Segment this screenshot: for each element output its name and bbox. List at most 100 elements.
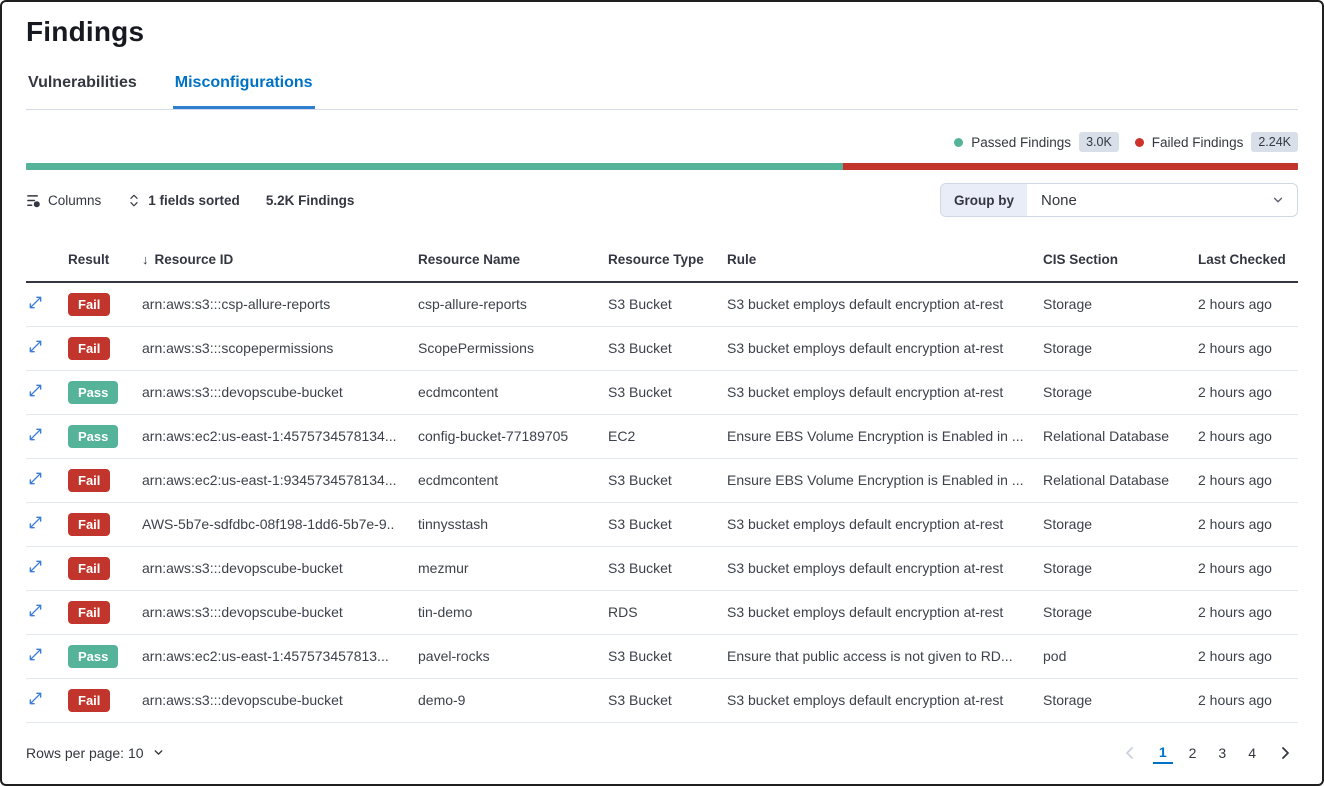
table-row: Fail arn:aws:s3:::scopepermissions Scope… xyxy=(26,326,1298,371)
resource-type-cell: S3 Bucket xyxy=(600,282,719,327)
rows-per-page-button[interactable]: Rows per page: 10 xyxy=(26,745,165,761)
expand-icon xyxy=(28,339,43,354)
table-row: Fail arn:aws:s3:::devopscube-bucket demo… xyxy=(26,678,1298,723)
previous-page-button[interactable] xyxy=(1117,740,1143,766)
expand-column-header xyxy=(26,242,60,283)
last-checked-cell: 2 hours ago xyxy=(1190,458,1298,503)
findings-count-label: 5.2K Findings xyxy=(265,192,355,208)
passed-findings-legend: Passed Findings 3.0K xyxy=(954,132,1119,152)
page-number-3[interactable]: 3 xyxy=(1218,744,1227,761)
cis-section-cell: Storage xyxy=(1035,282,1190,327)
sort-fields-icon xyxy=(127,193,141,208)
expand-row-button[interactable] xyxy=(26,458,60,503)
expand-row-button[interactable] xyxy=(26,634,60,679)
findings-page: Findings Vulnerabilities Misconfiguratio… xyxy=(2,2,1322,773)
table-row: Fail arn:aws:s3:::devopscube-bucket mezm… xyxy=(26,546,1298,591)
last-checked-cell: 2 hours ago xyxy=(1190,634,1298,679)
cis-section-cell: Relational Database xyxy=(1035,458,1190,503)
column-header-resource-name[interactable]: Resource Name xyxy=(410,242,600,283)
resource-name-cell: tin-demo xyxy=(410,590,600,635)
resource-name-cell: pavel-rocks xyxy=(410,634,600,679)
last-checked-cell: 2 hours ago xyxy=(1190,370,1298,415)
tab-vulnerabilities[interactable]: Vulnerabilities xyxy=(28,74,137,91)
table-row: Fail AWS-5b7e-sdfdbc-08f198-1dd6-5b7e-9.… xyxy=(26,502,1298,547)
result-badge: Pass xyxy=(68,380,119,404)
pagination: 1 2 3 4 xyxy=(1117,740,1298,766)
resource-type-cell: RDS xyxy=(600,590,719,635)
page-number-2[interactable]: 2 xyxy=(1188,744,1197,761)
resource-type-cell: S3 Bucket xyxy=(600,370,719,415)
passed-bar-segment xyxy=(26,163,843,170)
table-row: Fail arn:aws:ec2:us-east-1:9345734578134… xyxy=(26,458,1298,503)
tab-misconfigurations[interactable]: Misconfigurations xyxy=(172,70,315,109)
resource-type-cell: S3 Bucket xyxy=(600,502,719,547)
expand-row-button[interactable] xyxy=(26,590,60,635)
table-header-row: Result ↓ Resource ID Resource Name Resour… xyxy=(26,242,1298,283)
page-number-4[interactable]: 4 xyxy=(1248,744,1256,761)
columns-button[interactable]: Columns xyxy=(26,193,101,208)
table-row: Pass arn:aws:s3:::devopscube-bucket ecdm… xyxy=(26,370,1298,415)
sort-desc-icon: ↓ xyxy=(142,252,149,267)
expand-icon xyxy=(28,647,43,662)
table-toolbar: Columns 1 fields sorted 5.2K Findings Gr… xyxy=(26,182,1298,218)
failed-findings-count-badge: 2.24K xyxy=(1251,132,1298,152)
resource-type-cell: EC2 xyxy=(600,414,719,459)
column-header-resource-id[interactable]: ↓ Resource ID xyxy=(134,242,410,283)
expand-row-button[interactable] xyxy=(26,282,60,327)
resource-id-cell: arn:aws:s3:::devopscube-bucket xyxy=(134,370,410,415)
rule-cell: S3 bucket employs default encryption at-… xyxy=(719,326,1035,371)
last-checked-cell: 2 hours ago xyxy=(1190,678,1298,723)
column-header-rule[interactable]: Rule xyxy=(719,242,1035,283)
result-badge: Fail xyxy=(68,512,111,536)
page-number-1[interactable]: 1 xyxy=(1152,742,1173,764)
expand-row-button[interactable] xyxy=(26,414,60,459)
expand-icon xyxy=(28,471,43,486)
next-page-button[interactable] xyxy=(1272,740,1298,766)
result-badge: Fail xyxy=(68,468,111,492)
rule-cell: S3 bucket employs default encryption at-… xyxy=(719,370,1035,415)
group-by-selected-value: None xyxy=(1041,191,1077,209)
rule-cell: S3 bucket employs default encryption at-… xyxy=(719,678,1035,723)
fields-sorted-label: 1 fields sorted xyxy=(148,192,240,208)
page-title: Findings xyxy=(26,16,145,47)
chevron-down-icon xyxy=(1271,193,1285,207)
cis-section-cell: Storage xyxy=(1035,326,1190,371)
column-header-cis-section[interactable]: CIS Section xyxy=(1035,242,1190,283)
column-header-resource-type[interactable]: Resource Type xyxy=(600,242,719,283)
findings-summary-legend: Passed Findings 3.0K Failed Findings 2.2… xyxy=(26,132,1298,152)
expand-row-button[interactable] xyxy=(26,546,60,591)
rule-cell: Ensure EBS Volume Encryption is Enabled … xyxy=(719,458,1035,503)
failed-dot-icon xyxy=(1134,137,1144,147)
rule-cell: S3 bucket employs default encryption at-… xyxy=(719,590,1035,635)
chevron-right-icon xyxy=(1282,746,1289,759)
table-row: Pass arn:aws:ec2:us-east-1:457573457813.… xyxy=(26,634,1298,679)
cis-section-cell: pod xyxy=(1035,634,1190,679)
failed-findings-label: Failed Findings xyxy=(1151,134,1244,150)
table-row: Fail arn:aws:s3:::devopscube-bucket tin-… xyxy=(26,590,1298,635)
resource-id-cell: arn:aws:s3:::devopscube-bucket xyxy=(134,678,410,723)
expand-row-button[interactable] xyxy=(26,502,60,547)
column-header-result[interactable]: Result xyxy=(60,242,134,283)
table-row: Pass arn:aws:ec2:us-east-1:4575734578134… xyxy=(26,414,1298,459)
tab-bar: Vulnerabilities Misconfigurations xyxy=(26,70,1298,110)
result-badge: Fail xyxy=(68,292,111,316)
failed-bar-segment xyxy=(842,163,1298,170)
findings-table: Result ↓ Resource ID Resource Name Resour… xyxy=(26,242,1298,723)
result-badge: Fail xyxy=(68,336,111,360)
cis-section-cell: Storage xyxy=(1035,502,1190,547)
resource-id-cell: arn:aws:s3:::devopscube-bucket xyxy=(134,590,410,635)
resource-name-cell: tinnysstash xyxy=(410,502,600,547)
expand-row-button[interactable] xyxy=(26,326,60,371)
rule-cell: S3 bucket employs default encryption at-… xyxy=(719,282,1035,327)
expand-row-button[interactable] xyxy=(26,370,60,415)
column-header-last-checked[interactable]: Last Checked xyxy=(1190,242,1298,283)
result-badge: Fail xyxy=(68,556,111,580)
fields-sorted-button[interactable]: 1 fields sorted xyxy=(127,193,240,208)
cis-section-cell: Relational Database xyxy=(1035,414,1190,459)
table-row: Fail arn:aws:s3:::csp-allure-reports csp… xyxy=(26,282,1298,327)
rule-cell: Ensure EBS Volume Encryption is Enabled … xyxy=(719,414,1035,459)
resource-id-cell: arn:aws:ec2:us-east-1:4575734578134... xyxy=(134,414,410,459)
group-by-select[interactable]: None xyxy=(1027,184,1297,216)
resource-id-cell: arn:aws:s3:::scopepermissions xyxy=(134,326,410,371)
expand-row-button[interactable] xyxy=(26,678,60,723)
